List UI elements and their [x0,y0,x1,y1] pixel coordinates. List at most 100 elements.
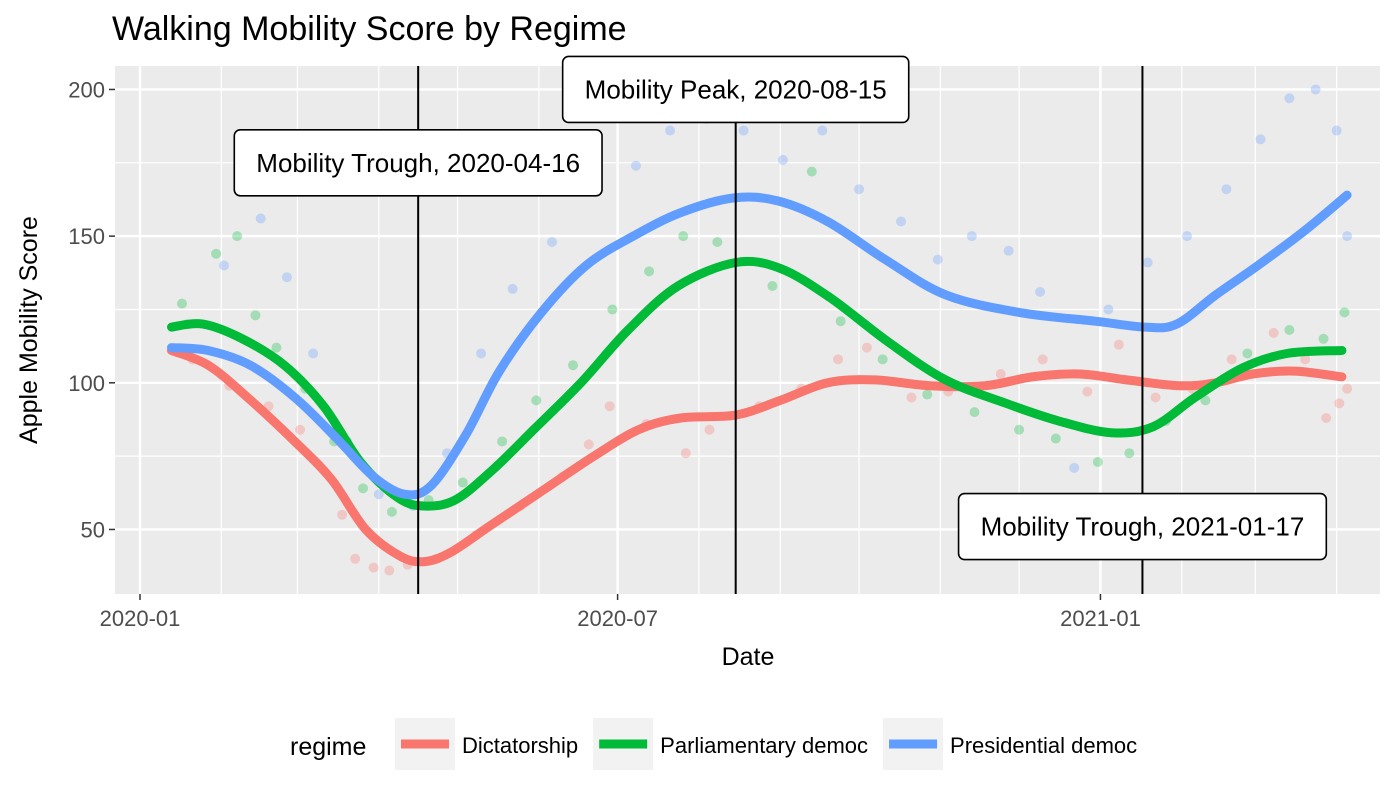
data-point [665,125,676,136]
chart-title: Walking Mobility Score by Regime [112,10,627,48]
data-point [1284,93,1295,104]
event-label: Mobility Trough, 2020-04-16 [233,129,603,197]
data-point [833,354,844,365]
data-point [1331,125,1342,136]
data-point [1226,354,1237,365]
data-point [457,477,468,488]
legend-label: Presidential democ [950,733,1137,758]
event-label-box [957,492,1328,561]
data-point [350,553,361,564]
data-point [1014,424,1025,435]
data-point [630,160,641,171]
data-point [817,125,828,136]
data-point [1150,392,1161,403]
x-tick-label: 2020-07 [577,606,658,631]
data-point [896,216,907,227]
y-tick-label: 100 [68,371,105,396]
data-point [176,298,187,309]
y-tick-label: 50 [81,517,105,542]
series-line [167,190,1352,500]
data-point [1242,348,1253,359]
event-label-text: Mobility Trough, 2021-01-17 [981,512,1305,542]
legend-label: Parliamentary democ [660,733,868,758]
data-point [255,213,266,224]
data-point [969,407,980,418]
data-point [1221,184,1232,195]
data-point [358,483,369,494]
data-point [218,260,229,271]
smoothed-lines [167,190,1352,567]
data-point [1050,433,1061,444]
data-point [295,424,306,435]
data-point [922,389,933,400]
event-label-text: Mobility Trough, 2020-04-16 [256,148,580,178]
y-axis: 50 100 150 200 [68,77,115,542]
y-tick-label: 150 [68,224,105,249]
data-point [384,565,395,576]
data-point [373,489,384,500]
data-point [1200,395,1211,406]
data-point [1342,231,1353,242]
data-point [1092,457,1103,467]
data-point [932,254,943,265]
data-point [877,354,888,365]
data-point [995,369,1006,379]
data-point [386,506,397,517]
data-point [507,283,518,294]
data-point [1124,448,1135,459]
data-point [1339,307,1350,318]
legend: regime Dictatorship Parliamentary democ Pr… [290,718,1137,770]
data-point [1003,245,1014,256]
data-point [777,154,788,165]
data-point [1069,462,1080,473]
data-point [861,342,872,353]
series-line [167,346,1347,567]
data-point [806,166,817,177]
data-point [1142,257,1153,268]
data-point [854,184,865,195]
y-axis-title: Apple Mobility Score [15,216,43,444]
data-point [1300,354,1311,365]
x-tick-label: 2021-01 [1060,606,1141,631]
data-point [531,395,542,406]
data-point [607,304,618,315]
major-gridlines [115,66,1380,594]
data-point [211,248,222,259]
legend-title: regime [290,733,366,761]
legend-label: Dictatorship [462,733,578,758]
data-point [250,310,261,321]
x-axis-title: Date [722,643,775,671]
data-point [966,231,977,242]
data-point [583,439,594,450]
data-point [567,360,578,371]
data-point [738,125,749,136]
data-point [546,237,557,247]
data-point [712,237,723,247]
data-point [1255,134,1266,145]
data-point [1318,333,1329,344]
series-line [167,256,1347,511]
data-point [497,436,508,447]
data-point [1113,339,1124,350]
data-point [271,342,282,353]
data-point [1342,383,1353,394]
data-point [1037,354,1048,365]
data-point [308,348,319,359]
data-point [767,281,778,291]
data-point [1082,386,1093,397]
data-point [281,272,292,283]
y-tick-label: 200 [68,77,105,102]
event-labels: Mobility Trough, 2020-04-16 Mobility Peak… [233,55,1328,561]
event-label-box [233,129,603,197]
event-label: Mobility Peak, 2020-08-15 [561,55,910,124]
data-point [1334,398,1345,409]
data-point [1321,413,1332,423]
data-point [678,231,689,242]
data-point [1103,304,1114,315]
data-point [368,562,379,573]
data-point [644,266,655,277]
data-point [1284,325,1295,335]
data-point [337,509,348,520]
data-point [476,348,487,359]
